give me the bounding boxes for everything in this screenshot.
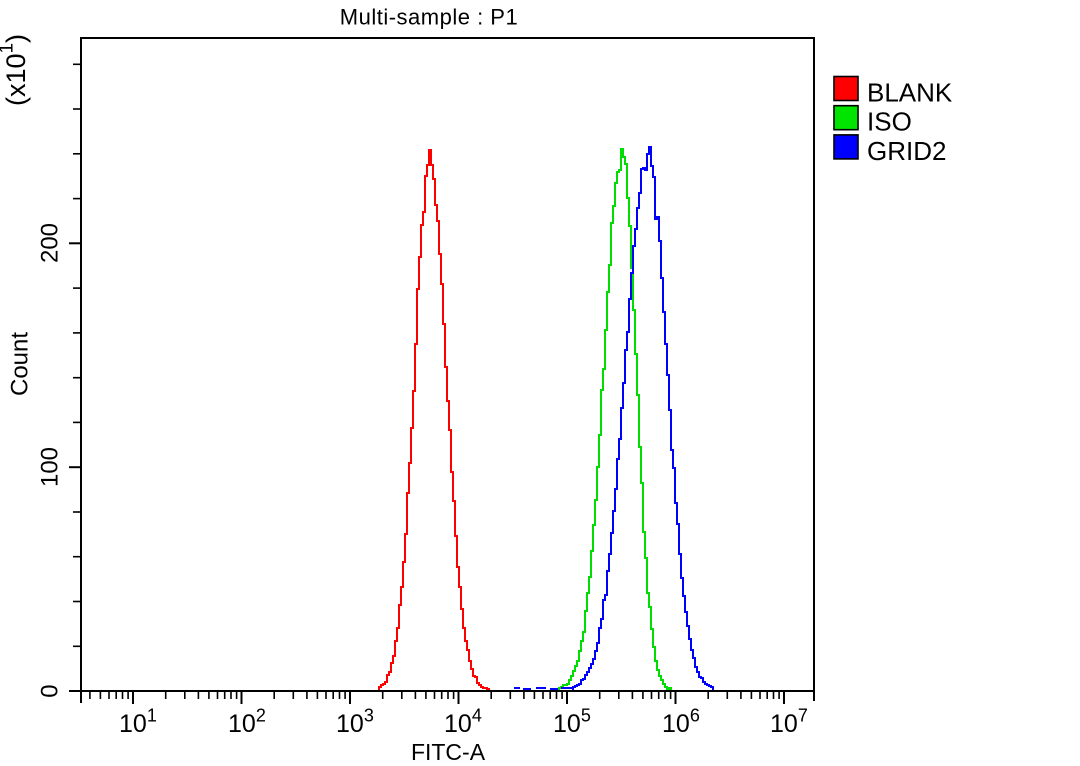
svg-text:Count: Count [6, 332, 33, 396]
svg-text:0: 0 [36, 684, 63, 697]
svg-text:200: 200 [36, 223, 63, 263]
svg-text:ISO: ISO [867, 107, 912, 137]
svg-text:BLANK: BLANK [867, 78, 953, 108]
svg-text:Multi-sample : P1: Multi-sample : P1 [340, 5, 518, 30]
svg-text:100: 100 [36, 447, 63, 487]
svg-text:GRID2: GRID2 [867, 136, 946, 166]
svg-text:FITC-A: FITC-A [411, 739, 486, 765]
